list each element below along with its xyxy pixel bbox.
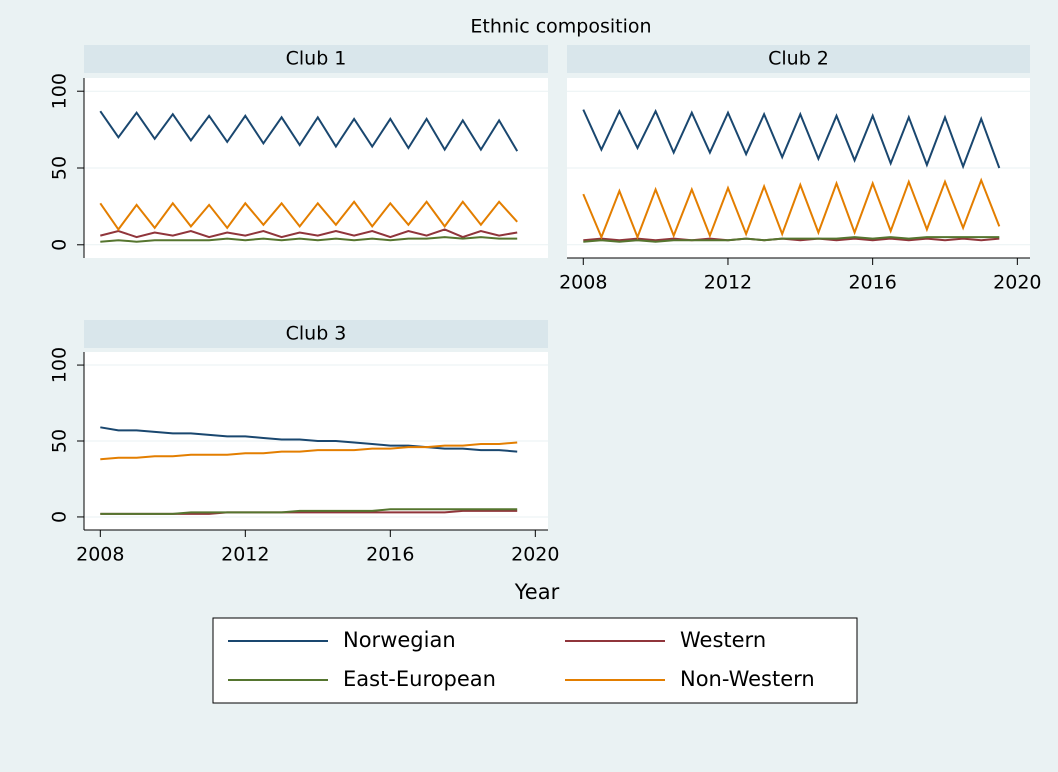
series-line [582, 177, 1001, 240]
panel-title: Club 2 [768, 48, 829, 70]
series-line [100, 508, 518, 515]
legend-label: Non-Western [680, 667, 815, 691]
x-tick-label: 2008 [76, 544, 124, 566]
y-tick-label: 100 [49, 347, 71, 383]
legend-label: Western [680, 628, 766, 652]
chart-title: Ethnic composition [470, 16, 651, 38]
series-line [100, 228, 518, 239]
series-line [99, 110, 519, 152]
y-tick-label: 50 [49, 156, 71, 180]
series-line [582, 108, 1001, 170]
y-tick-label: 50 [49, 429, 71, 453]
x-tick-label: 2016 [366, 544, 414, 566]
x-tick-label: 2020 [511, 544, 559, 566]
series-line [100, 441, 518, 461]
legend-label: East-European [343, 667, 496, 691]
panel-header [84, 45, 548, 73]
y-tick-label: 0 [49, 239, 71, 251]
panel-header [84, 320, 548, 348]
series-line [100, 236, 518, 243]
x-tick-label: 2008 [559, 272, 607, 294]
x-tick-label: 2016 [848, 272, 896, 294]
legend-label: Norwegian [343, 628, 456, 652]
x-axis-label: Year [514, 580, 560, 604]
y-tick-label: 100 [49, 73, 71, 109]
series-line [99, 200, 518, 232]
panel-title: Club 3 [286, 323, 347, 345]
panel-title: Club 1 [286, 48, 347, 70]
series-line [100, 426, 518, 453]
x-tick-label: 2012 [221, 544, 269, 566]
series-line [583, 236, 1000, 243]
x-tick-label: 2012 [704, 272, 752, 294]
panel-header [567, 45, 1030, 73]
legend [212, 617, 858, 704]
x-tick-label: 2020 [993, 272, 1041, 294]
y-tick-label: 0 [49, 511, 71, 523]
